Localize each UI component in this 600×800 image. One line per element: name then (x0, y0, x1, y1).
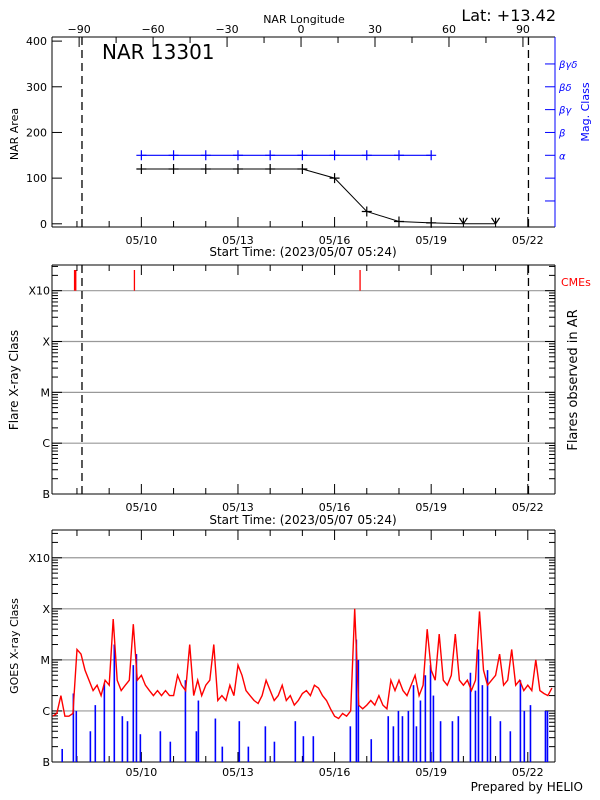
lon-tick-label: 60 (442, 23, 456, 36)
x-tick-label: 05/16 (319, 501, 351, 514)
mag-class-tick-label: βδ (558, 83, 572, 94)
x-tick-label: 05/22 (512, 501, 544, 514)
x-tick-label: 05/16 (319, 234, 351, 247)
y-tick-label: 0 (40, 218, 47, 231)
class-tick-label: C (42, 437, 50, 450)
nar-area-marker (265, 163, 276, 174)
mag-class-marker (426, 150, 437, 161)
mag-class-marker (361, 150, 372, 161)
nar-area-marker (168, 163, 179, 174)
nar-area-line (141, 168, 496, 225)
nar-area-panel: 0 100 200 300 400 −90 −60 −30 0 30 60 90 05/10 05/13 0… (26, 23, 577, 247)
class-tick-label: M (41, 654, 51, 667)
nar-area-marker (136, 163, 147, 174)
nar-area-marker (426, 217, 437, 228)
flares-observed-label: Flares observed in AR (566, 309, 581, 450)
x-tick-label: 05/19 (415, 766, 447, 779)
x-tick-label: 05/19 (415, 234, 447, 247)
y-tick-label: 300 (26, 81, 47, 94)
y-tick-label: 100 (26, 172, 47, 185)
class-tick-label: X (42, 603, 50, 616)
lon-tick-label: −30 (215, 23, 238, 36)
nar-area-ylabel: NAR Area (8, 108, 21, 160)
nar-area-marker (232, 163, 243, 174)
class-tick-label: X (42, 336, 50, 349)
class-tick-label: B (42, 488, 50, 501)
x-tick-label: 05/19 (415, 501, 447, 514)
x-tick-label: 05/22 (512, 766, 544, 779)
lon-tick-label: 90 (516, 23, 530, 36)
panel2-xlabel: Start Time: (2023/05/07 05:24) (209, 513, 396, 527)
mag-class-marker (136, 150, 147, 161)
x-tick-label: 05/10 (126, 766, 158, 779)
mag-class-tick-label: βγ (558, 106, 572, 117)
lon-tick-label: −60 (141, 23, 164, 36)
mag-class-marker (265, 150, 276, 161)
mag-class-tick-label: α (559, 151, 566, 162)
nar-area-marker (361, 206, 372, 217)
goes-xray-panel: B C M X X10 05/10 05/13 05/16 05/19 05/22 (28, 529, 556, 779)
nar-area-marker (329, 173, 340, 184)
lon-tick-label: 0 (298, 23, 305, 36)
mag-class-marker (200, 150, 211, 161)
prepared-by-footer: Prepared by HELIO (471, 780, 583, 794)
lat-label: Lat: +13.42 (461, 6, 556, 25)
class-tick-label: X10 (28, 285, 50, 298)
y-tick-label: 400 (26, 35, 47, 48)
mag-class-tick-label: β (558, 128, 566, 139)
region-title: NAR 13301 (102, 40, 215, 64)
nar-area-upper-limit-marker (491, 217, 501, 225)
mag-class-marker (232, 150, 243, 161)
nar-area-marker (200, 163, 211, 174)
mag-class-tick-label: βγδ (558, 60, 577, 71)
panel1-xlabel: Start Time: (2023/05/07 05:24) (209, 245, 396, 259)
mag-class-marker (168, 150, 179, 161)
flare-class-panel: B C M X X10 05/10 05/13 05/16 05/19 05/22 (28, 264, 556, 514)
x-tick-label: 05/16 (319, 766, 351, 779)
x-tick-label: 05/13 (222, 234, 254, 247)
x-tick-label: 05/10 (126, 501, 158, 514)
mag-class-marker (393, 150, 404, 161)
goes-ylabel: GOES X-ray Class (8, 598, 21, 694)
top-axis-title: NAR Longitude (263, 13, 345, 26)
class-tick-label: C (42, 705, 50, 718)
lon-tick-label: 30 (368, 23, 382, 36)
cme-label: CMEs (561, 276, 591, 289)
class-tick-label: M (41, 386, 51, 399)
x-tick-label: 05/13 (222, 766, 254, 779)
mag-class-ylabel: Mag. Class (579, 82, 592, 141)
y-tick-label: 200 (26, 126, 47, 139)
flare-class-ylabel: Flare X-ray Class (7, 330, 21, 430)
nar-area-upper-limit-marker (458, 217, 468, 225)
x-tick-label: 05/22 (512, 234, 544, 247)
goes-long-channel-line (52, 608, 553, 720)
mag-class-marker (297, 150, 308, 161)
mag-class-marker (329, 150, 340, 161)
x-tick-label: 05/10 (126, 234, 158, 247)
class-tick-label: B (42, 756, 50, 769)
class-tick-label: X10 (28, 552, 50, 565)
nar-area-marker (393, 216, 404, 227)
x-tick-label: 05/13 (222, 501, 254, 514)
nar-area-marker (297, 163, 308, 174)
lon-tick-label: −90 (68, 23, 91, 36)
